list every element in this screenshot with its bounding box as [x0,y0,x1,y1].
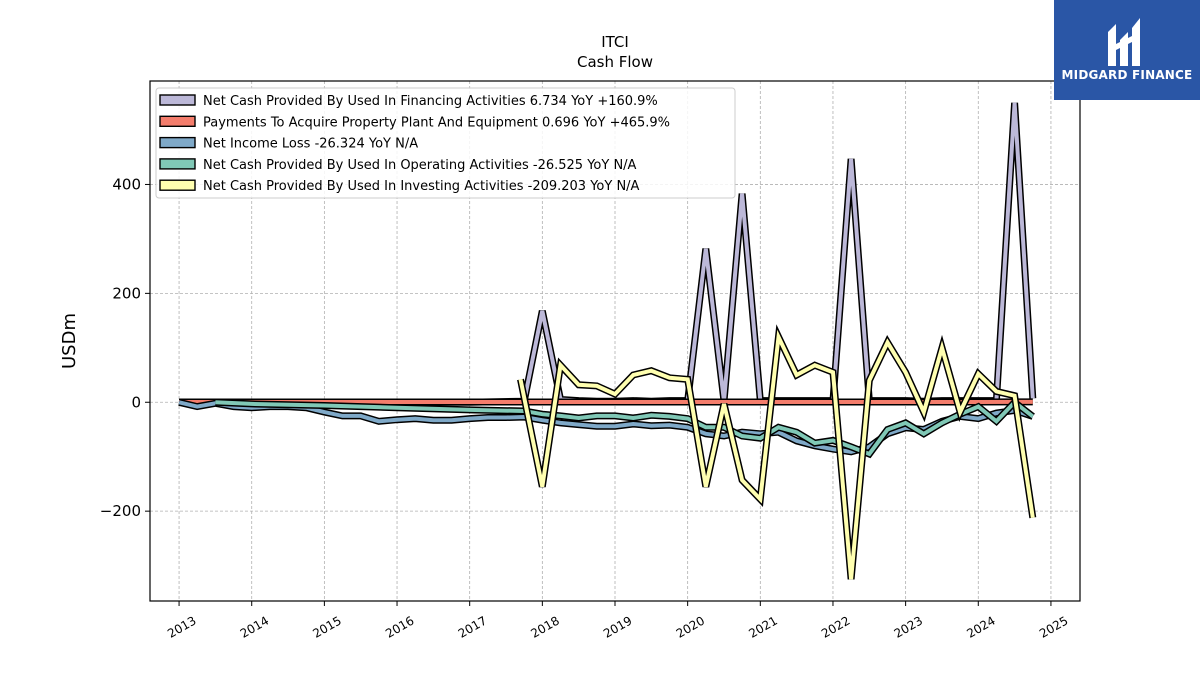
x-tick-label: 2022 [819,613,852,640]
logo-text: MIDGARD FINANCE [1061,68,1193,82]
y-tick-label: −200 [100,502,141,520]
x-tick-label: 2015 [310,613,343,640]
y-axis-label: USDm [59,313,80,369]
series-group [178,102,1037,580]
legend-label-1: Payments To Acquire Property Plant And E… [203,115,670,130]
logo-mark-icon [1108,18,1140,66]
legend-label-2: Net Income Loss -26.324 YoY N/A [203,137,418,152]
midgard-finance-logo: MIDGARD FINANCE [1054,0,1200,100]
x-tick-label: 2013 [165,613,198,640]
x-tick-label: 2018 [528,613,561,640]
legend-swatch-1 [159,115,196,128]
chart-subtitle: Cash Flow [577,53,653,71]
y-tick-label: 0 [131,393,141,411]
legend: Net Cash Provided By Used In Financing A… [155,87,736,199]
y-tick-label: 200 [112,284,141,302]
x-tick-label: 2024 [964,613,997,640]
series-line-2 [178,400,1034,454]
x-tick-label: 2019 [601,613,634,640]
legend-label-0: Net Cash Provided By Used In Financing A… [203,94,658,109]
x-tick-label: 2023 [892,613,925,640]
x-tick-label: 2017 [456,613,489,640]
y-tick-label: 400 [112,175,141,193]
legend-label-3: Net Cash Provided By Used In Operating A… [203,158,637,173]
x-tick-label: 2020 [674,613,707,640]
x-tick-label: 2025 [1037,613,1070,640]
legend-swatch-2 [159,136,196,149]
series-line-4 [518,329,1035,580]
x-tick-label: 2016 [383,613,416,640]
legend-swatch-0 [159,94,196,106]
chart-title: ITCI [601,33,629,51]
legend-swatch-4 [159,179,196,191]
legend-swatch-3 [159,158,196,170]
plot-frame [149,80,1081,602]
legend-box [155,87,736,199]
x-tick-label: 2014 [238,613,271,640]
x-tick-label: 2021 [746,613,779,640]
legend-label-4: Net Cash Provided By Used In Investing A… [203,179,640,194]
series-outline-4 [517,324,1037,580]
